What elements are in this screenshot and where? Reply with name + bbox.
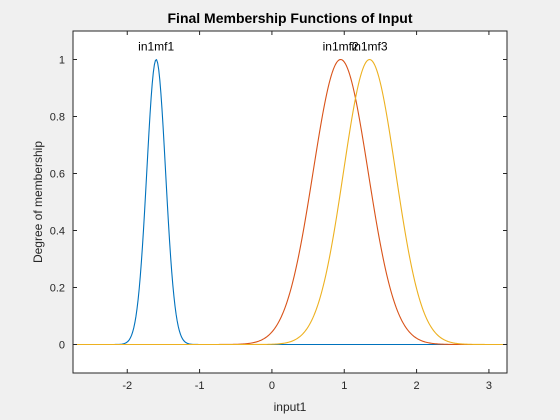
plot-area — [72, 30, 508, 374]
y-tick-label: 0 — [59, 340, 65, 352]
chart-title: Final Membership Functions of Input — [168, 10, 413, 26]
series-label-in1mf2: in1mf2 — [323, 40, 359, 54]
x-tick-label: 0 — [269, 380, 275, 392]
series-line-in1mf1 — [73, 58, 507, 346]
series-label-in1mf1: in1mf1 — [138, 40, 174, 54]
y-tick-label: 1 — [59, 55, 65, 67]
axis-ticks: -2 -1 0 1 2 3 0 0.2 0.4 0.6 0.8 1 — [50, 31, 507, 392]
y-tick-label: 0.2 — [50, 283, 65, 295]
y-axis-label: Degree of membership — [31, 141, 45, 263]
x-tick-label: -1 — [195, 380, 205, 392]
y-tick-label: 0.4 — [50, 226, 65, 238]
x-tick-label: 1 — [341, 380, 347, 392]
y-tick-label: 0.8 — [50, 112, 65, 124]
y-tick-label: 0.6 — [50, 169, 65, 181]
x-tick-label: -2 — [122, 380, 132, 392]
x-tick-label: 2 — [414, 380, 420, 392]
x-axis-label: input1 — [274, 400, 307, 414]
series-line-in1mf3 — [73, 58, 507, 346]
membership-curves — [73, 58, 507, 346]
series-label-in1mf3: in1mf3 — [352, 40, 388, 54]
x-tick-label: 3 — [486, 380, 492, 392]
